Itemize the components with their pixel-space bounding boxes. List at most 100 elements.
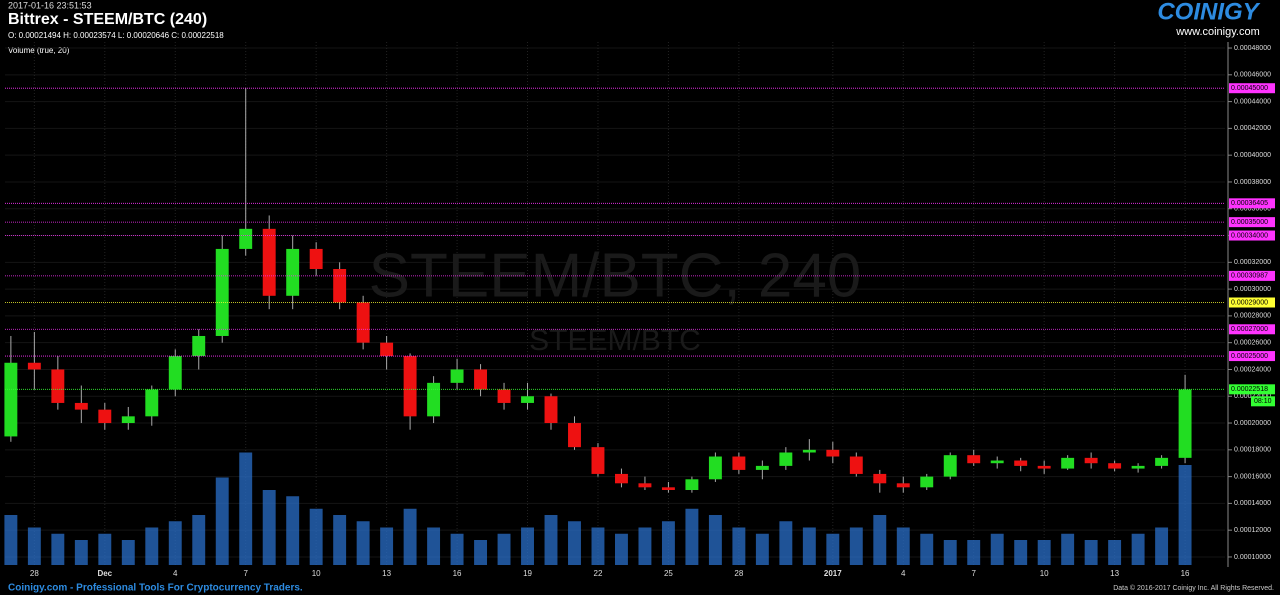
- volume-bar: [990, 533, 1004, 565]
- candle-body: [661, 487, 675, 490]
- x-tick-label: 10: [312, 569, 321, 578]
- level-label: 0.00045000: [1231, 85, 1268, 92]
- y-tick-label: 0.00028000: [1234, 313, 1271, 320]
- volume-bar: [74, 540, 88, 565]
- level-tag: [1229, 230, 1275, 241]
- candle-body: [286, 248, 300, 296]
- candle-body: [568, 423, 581, 448]
- candle-body: [896, 483, 910, 488]
- y-tick-label: 0.00016000: [1234, 473, 1271, 480]
- candle-body: [168, 356, 182, 390]
- volume-bar: [168, 521, 182, 565]
- volume-bar: [262, 490, 276, 565]
- candle-body: [1084, 457, 1098, 464]
- candle-body: [708, 456, 722, 480]
- volume-bar: [497, 533, 511, 565]
- volume-bar: [333, 515, 347, 565]
- y-tick-label: 0.00018000: [1234, 447, 1271, 454]
- candle-body: [27, 362, 41, 370]
- x-tick-label: 19: [523, 569, 532, 578]
- logo-url[interactable]: www.coinigy.com: [1175, 26, 1260, 38]
- volume-bar: [1131, 533, 1145, 565]
- candle-body: [192, 335, 206, 357]
- candle-body: [779, 452, 793, 466]
- volume-bar: [215, 477, 229, 565]
- level-label: 0.00022518: [1231, 386, 1268, 393]
- x-tick-label: 4: [901, 569, 906, 578]
- volume-bar: [708, 515, 722, 565]
- candle-body: [121, 416, 135, 424]
- candle-body: [732, 456, 746, 470]
- volume-bar: [192, 515, 206, 565]
- volume-bar: [309, 508, 323, 565]
- indicator: Volume (true, 20): [8, 46, 70, 55]
- level-label: 0.00034000: [1231, 232, 1268, 239]
- y-tick-label: 0.00048000: [1234, 45, 1271, 52]
- y-tick-label: 0.00036000: [1234, 206, 1271, 213]
- level-tag: [1229, 324, 1275, 335]
- x-tick-label: Dec: [97, 569, 112, 578]
- candle-body: [74, 402, 88, 410]
- x-tick-label: 28: [30, 569, 39, 578]
- footer-right: Data © 2016-2017 Coinigy Inc. All Rights…: [1113, 584, 1274, 592]
- level-label: 0.00027000: [1231, 326, 1268, 333]
- volume-bar: [615, 533, 628, 565]
- y-tick-label: 0.00030000: [1234, 286, 1271, 293]
- level-label: 0.00030987: [1231, 273, 1268, 280]
- candle-body: [685, 479, 699, 490]
- volume-bar: [591, 527, 605, 565]
- candle-body: [403, 356, 417, 417]
- x-tick-label: 13: [1110, 569, 1119, 578]
- candle-body: [849, 456, 863, 474]
- volume-bar: [1014, 540, 1028, 565]
- volume-bar: [685, 508, 699, 565]
- volume-bar: [661, 521, 675, 565]
- volume-bar: [145, 527, 159, 565]
- candle-body: [215, 248, 229, 336]
- logo[interactable]: COINIGY: [1157, 0, 1260, 25]
- watermark-sub: STEEM/BTC: [529, 324, 701, 357]
- candle-body: [1131, 465, 1145, 469]
- candle-body: [262, 228, 276, 296]
- y-tick-label: 0.00044000: [1234, 98, 1271, 105]
- candle-body: [990, 460, 1004, 464]
- candle-body: [474, 369, 488, 390]
- y-tick-label: 0.00020000: [1234, 420, 1271, 427]
- volume-bar: [1155, 527, 1169, 565]
- candle-body: [309, 248, 323, 270]
- volume-bar: [27, 527, 41, 565]
- volume-bar: [943, 540, 957, 565]
- x-tick-label: 2017: [824, 569, 842, 578]
- level-tag: [1229, 297, 1275, 308]
- x-tick-label: 7: [971, 569, 976, 578]
- candle-body: [591, 447, 605, 474]
- volume-bar: [403, 508, 417, 565]
- level-label: 0.00025000: [1231, 353, 1268, 360]
- x-tick-label: 28: [734, 569, 743, 578]
- candle-body: [521, 396, 534, 403]
- volume-bar: [826, 533, 840, 565]
- candle-body: [1155, 457, 1169, 466]
- countdown-tag: [1251, 396, 1275, 407]
- y-tick-label: 0.00046000: [1234, 72, 1271, 79]
- candle-body: [497, 389, 511, 403]
- volume-bar: [755, 533, 769, 565]
- candle-body: [755, 465, 769, 470]
- level-label: 0.00036405: [1231, 200, 1268, 207]
- footer-left[interactable]: Coinigy.com - Professional Tools For Cry…: [8, 583, 303, 594]
- y-tick-label: 0.00024000: [1234, 366, 1271, 373]
- x-tick-label: 25: [664, 569, 673, 578]
- y-tick-label: 0.00012000: [1234, 527, 1271, 534]
- volume-bar: [896, 527, 910, 565]
- candle-body: [943, 455, 957, 477]
- candle-body: [239, 228, 253, 249]
- y-tick-label: 0.00038000: [1234, 179, 1271, 186]
- candle-body: [333, 269, 347, 303]
- candle-body: [450, 369, 464, 383]
- candle-body: [826, 449, 840, 457]
- volume-bar: [1178, 465, 1192, 565]
- level-tag: [1229, 351, 1275, 362]
- candle-body: [1037, 465, 1051, 469]
- volume-bar: [1061, 533, 1075, 565]
- y-tick-label: 0.00014000: [1234, 500, 1271, 507]
